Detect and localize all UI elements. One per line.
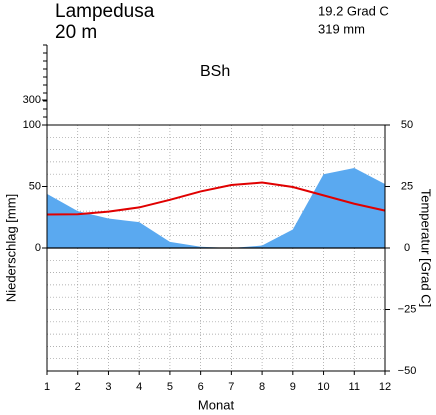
x-tick-label: 8: [259, 381, 265, 393]
y2-axis-label: Temperatur [Grad C]: [419, 189, 434, 308]
x-tick-label: 12: [379, 381, 391, 393]
y2-tick-label: 0: [404, 242, 410, 254]
y2-tick-label: −25: [398, 303, 417, 315]
annotation: 19.2 Grad C: [318, 3, 389, 18]
annotation: 319 mm: [318, 21, 365, 36]
x-tick-label: 6: [198, 381, 204, 393]
x-tick-label: 1: [44, 381, 50, 393]
x-axis-label: Monat: [198, 397, 235, 412]
x-tick-label: 4: [136, 381, 142, 393]
y-tick-label: 300: [23, 94, 41, 106]
temperature-line: [46, 181, 386, 216]
x-tick-label: 9: [290, 381, 296, 393]
x-tick-label: 10: [317, 381, 329, 393]
y-tick-label: 0: [35, 242, 41, 254]
y2-tick-label: 25: [401, 180, 413, 192]
annotation: BSh: [200, 63, 230, 80]
chart-subtitle: 20 m: [55, 22, 97, 43]
y2-tick-label: −50: [398, 365, 417, 377]
y2-tick-label: 50: [401, 119, 413, 131]
x-tick-label: 7: [228, 381, 234, 393]
precipitation-area: [47, 168, 385, 248]
y-axis-label: Niederschlag [mm]: [3, 194, 18, 302]
y-tick-label: 50: [29, 180, 41, 192]
x-tick-label: 5: [167, 381, 173, 393]
x-tick-label: 3: [105, 381, 111, 393]
y-tick-label: 100: [23, 119, 41, 131]
chart-title: Lampedusa: [55, 1, 155, 22]
x-tick-label: 11: [349, 381, 360, 393]
x-tick-label: 2: [75, 381, 81, 393]
